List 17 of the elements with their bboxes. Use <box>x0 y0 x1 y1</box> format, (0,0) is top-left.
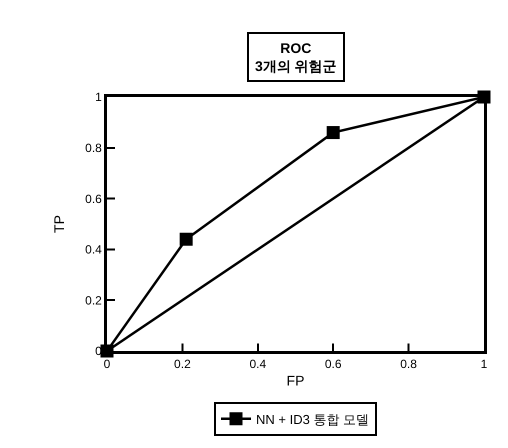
y-tick-label: 0.6 <box>85 192 102 206</box>
y-tick-label: 0.8 <box>85 141 102 155</box>
x-tick-label: 0.6 <box>324 357 342 372</box>
y-tick-label: 0.2 <box>85 293 102 308</box>
x-tick-label: 1 <box>480 357 488 372</box>
chart-title: ROC <box>280 40 312 56</box>
point <box>326 126 340 140</box>
x-axis-title: FP <box>286 372 304 388</box>
x-tick-label: 0.8 <box>400 357 418 372</box>
chart-subtitle: 3개의 위험군 <box>255 58 337 74</box>
y-tick-label: 0.4 <box>85 242 102 257</box>
point <box>180 232 193 246</box>
x-tick-label: 0.4 <box>249 357 266 372</box>
x-tick-label: 0.2 <box>174 357 192 372</box>
y-axis-title: TP <box>50 215 67 233</box>
legend-label: NN + ID3 통합 모델 <box>256 412 370 427</box>
y-tick-label: 1 <box>95 90 102 104</box>
